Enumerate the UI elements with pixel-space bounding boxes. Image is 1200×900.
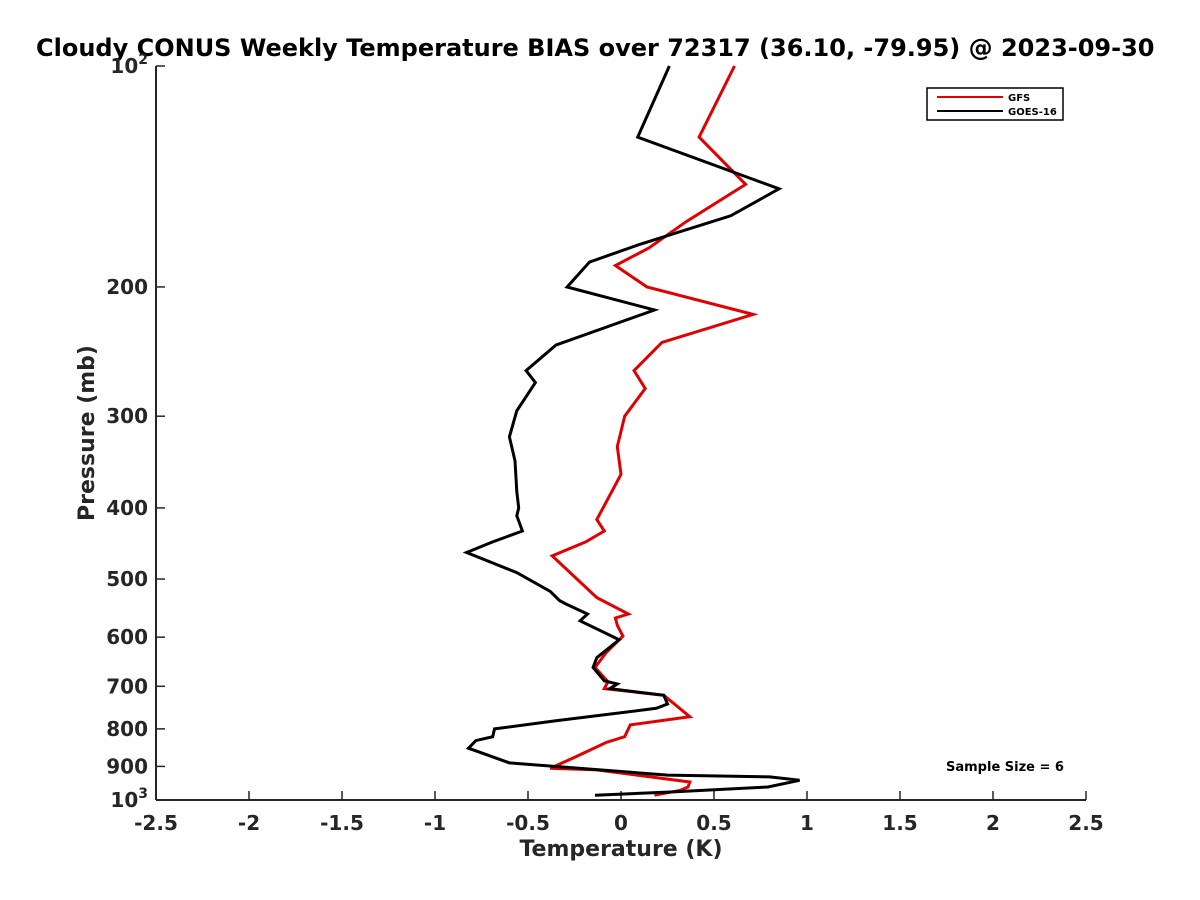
legend: GFS GOES-16 xyxy=(926,87,1064,121)
y-tick-label: 103 xyxy=(110,786,148,812)
series-line-gfs xyxy=(549,65,759,797)
legend-box xyxy=(926,87,1064,121)
y-tick-exponent: 2 xyxy=(138,52,148,68)
y-tick-exponent: 3 xyxy=(138,786,148,802)
y-tick-label: 400 xyxy=(106,496,148,520)
y-tick-label: 500 xyxy=(106,567,148,591)
y-axis-label: Pressure (mb) xyxy=(75,345,100,521)
sample-size-annotation: Sample Size = 6 xyxy=(946,760,1064,775)
y-tick-label: 700 xyxy=(106,674,148,698)
x-tick-label: 2 xyxy=(986,811,1000,835)
x-tick-label: -2 xyxy=(238,811,260,835)
y-tick-label: 102 xyxy=(110,52,148,78)
y-tick-label: 300 xyxy=(106,404,148,428)
x-tick-labels: -2.5 -2 -1.5 -1 -0.5 0 0.5 1 1.5 2 2.5 xyxy=(134,811,1104,835)
y-tick-label: 900 xyxy=(106,754,148,778)
legend-goes16-label: GOES-16 xyxy=(1008,107,1057,118)
x-tick-label: 0.5 xyxy=(696,811,731,835)
y-tick-label: 800 xyxy=(106,717,148,741)
x-tick-label: -2.5 xyxy=(134,811,178,835)
x-tick-label: -1.5 xyxy=(320,811,364,835)
x-tick-label: -0.5 xyxy=(506,811,550,835)
x-tick-label: 2.5 xyxy=(1068,811,1103,835)
x-tick-label: 1 xyxy=(800,811,814,835)
series-layer xyxy=(462,65,800,797)
axis-ticks xyxy=(155,65,1087,801)
legend-gfs-label: GFS xyxy=(1008,93,1030,104)
series-line-goes-16 xyxy=(462,65,800,797)
y-tick-base: 10 xyxy=(110,54,138,78)
y-tick-base: 10 xyxy=(110,788,138,812)
y-tick-label: 600 xyxy=(106,625,148,649)
x-tick-label: 1.5 xyxy=(882,811,917,835)
x-tick-label: -1 xyxy=(424,811,446,835)
chart-title: Cloudy CONUS Weekly Temperature BIAS ove… xyxy=(36,34,1154,62)
x-axis-label: Temperature (K) xyxy=(519,837,722,862)
y-tick-label: 200 xyxy=(106,275,148,299)
x-tick-label: 0 xyxy=(614,811,628,835)
